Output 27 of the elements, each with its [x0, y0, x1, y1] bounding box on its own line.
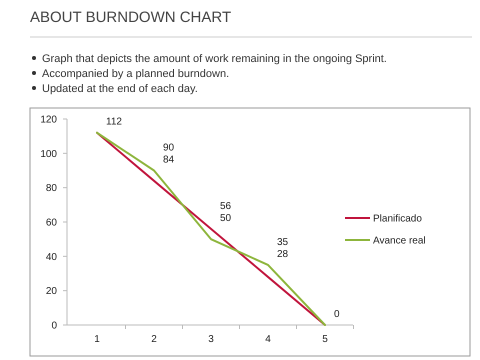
y-tick-label: 60 [46, 218, 58, 228]
y-tick-label: 40 [46, 252, 58, 263]
x-tick-label: 1 [94, 334, 100, 345]
x-tick-label: 4 [265, 334, 272, 345]
x-tick-label: 3 [208, 334, 214, 345]
data-label: 28 [277, 248, 289, 260]
y-tick-label: 100 [40, 148, 58, 160]
legend-label: Planificado [373, 214, 422, 224]
legend-label: Avance real [373, 236, 426, 246]
y-tick-label: 80 [46, 183, 58, 194]
data-label: 112 [106, 116, 122, 128]
data-label: 50 [220, 212, 232, 224]
data-label: 84 [163, 154, 175, 166]
x-tick-label: 2 [151, 334, 158, 345]
data-label: 35 [277, 236, 289, 248]
text: Accompanied by a planned burndown. [42, 68, 230, 80]
line-series [96, 132, 326, 326]
x-tick-label: 5 [322, 334, 328, 345]
y-tick-label: 20 [46, 286, 58, 298]
data-label: 0 [334, 309, 340, 320]
y-tick-label: 120 [40, 114, 58, 126]
data-label: 90 [163, 142, 175, 154]
text: Updated at the end of each day. [42, 83, 198, 95]
y-tick-label: 0 [51, 320, 58, 332]
data-label: 56 [220, 200, 232, 212]
chart-title: ABOUT BURNDOWN CHART [30, 9, 232, 26]
text: Graph that depicts the amount of work remaining in the ongoing Sprint. [42, 53, 387, 65]
